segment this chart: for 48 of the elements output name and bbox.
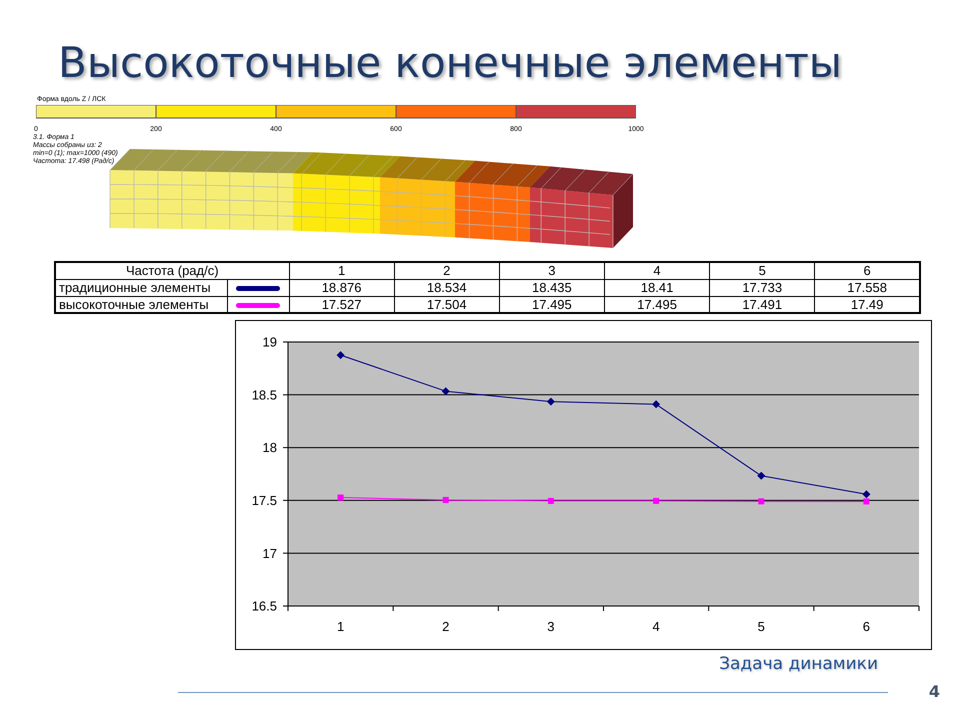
point [442, 496, 449, 503]
point [653, 498, 660, 504]
data-label: 17.527 [289, 296, 394, 313]
point [442, 387, 450, 396]
point [863, 498, 870, 504]
data-label: 18.435 [499, 279, 604, 296]
legend-title: Частота (рад/с) [55, 262, 289, 279]
point [757, 472, 766, 480]
category-label: 5 [758, 263, 766, 278]
data-label: 18.41 [604, 279, 710, 296]
category-label: 3 [548, 263, 556, 278]
x-tick-label: 2 [442, 619, 450, 634]
text: Задача динамики [719, 654, 878, 674]
y-tick-label: 16.5 [252, 598, 277, 614]
y-tick-label: 18.5 [252, 387, 277, 402]
point [862, 490, 870, 498]
y-tick-label: 17.5 [252, 493, 277, 508]
data-label: 18.876 [289, 279, 394, 296]
data-label: 17.495 [499, 296, 604, 313]
point [652, 400, 660, 408]
x-tick-label: 1 [336, 619, 344, 634]
data-label: 17.495 [604, 296, 710, 313]
text: 4 [604, 262, 710, 279]
x-tick-label: 6 [862, 619, 870, 634]
x-tick-label: 4 [652, 619, 660, 634]
x-tick-label: 3 [547, 619, 555, 634]
point [758, 498, 764, 504]
category-label: 4 [928, 682, 940, 701]
category-label: 2 [443, 263, 450, 278]
legend-label: высокоточные элементы [55, 296, 227, 313]
data-label: 18.534 [394, 279, 500, 296]
legend-label: традиционные элементы [55, 279, 227, 296]
chart-title: Высокоточные конечные элементы [58, 38, 842, 87]
data-label: 17.504 [394, 296, 500, 313]
point [546, 398, 555, 406]
data-label: 17.49 [814, 296, 920, 313]
data-label: 17.558 [814, 279, 920, 296]
point [548, 498, 554, 504]
x-tick-label: 5 [758, 619, 765, 634]
point [338, 494, 344, 501]
data-label: 17.733 [710, 279, 815, 296]
y-tick-label: 18 [262, 440, 277, 456]
category-label: 6 [863, 263, 871, 278]
y-tick-label: 19 [262, 334, 277, 350]
data-label: 17.491 [710, 296, 815, 313]
category-label: 1 [338, 263, 346, 278]
y-tick-label: 17 [262, 546, 277, 561]
point [336, 351, 345, 360]
